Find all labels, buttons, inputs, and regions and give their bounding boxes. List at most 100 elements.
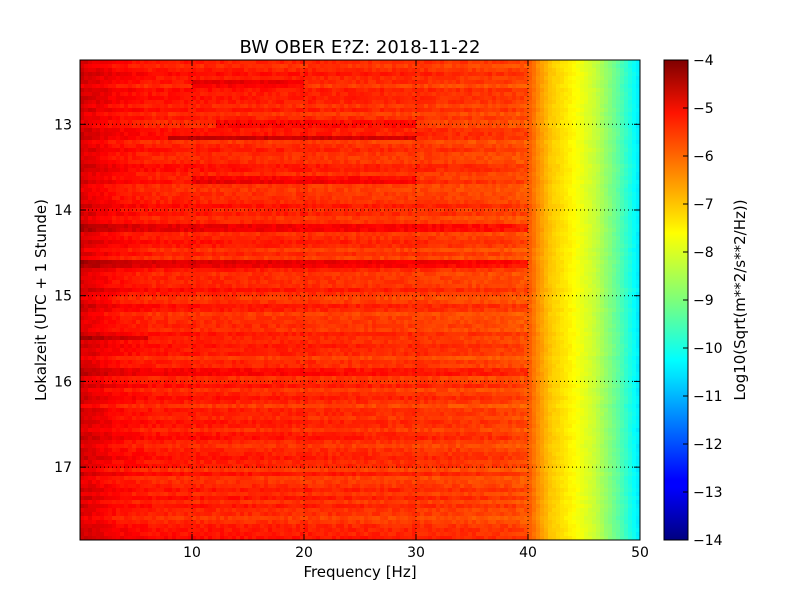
- heatmap-cell: [372, 136, 377, 141]
- heatmap-cell: [464, 104, 469, 109]
- heatmap-cell: [172, 184, 177, 189]
- heatmap-cell: [368, 184, 373, 189]
- heatmap-cell: [268, 120, 273, 125]
- heatmap-cell: [344, 116, 349, 121]
- heatmap-cell: [252, 144, 257, 149]
- heatmap-cell: [612, 184, 617, 189]
- heatmap-cell: [416, 128, 421, 133]
- heatmap-cell: [412, 72, 417, 77]
- heatmap-cell: [544, 104, 549, 109]
- heatmap-cell: [172, 144, 177, 149]
- heatmap-cell: [352, 160, 357, 165]
- heatmap-cell: [112, 136, 117, 141]
- heatmap-cell: [216, 68, 221, 73]
- heatmap-cell: [316, 108, 321, 113]
- heatmap-cell: [620, 96, 625, 101]
- heatmap-cell: [624, 188, 629, 193]
- heatmap-cell: [200, 176, 205, 181]
- heatmap-cell: [384, 184, 389, 189]
- heatmap-cell: [104, 120, 109, 125]
- heatmap-cell: [592, 176, 597, 181]
- heatmap-cell: [344, 72, 349, 77]
- heatmap-cell: [164, 64, 169, 69]
- heatmap-cell: [340, 64, 345, 69]
- heatmap-cell: [592, 68, 597, 73]
- heatmap-cell: [360, 72, 365, 77]
- heatmap-cell: [372, 64, 377, 69]
- heatmap-cell: [416, 92, 421, 97]
- heatmap-cell: [316, 196, 321, 201]
- heatmap-cell: [416, 192, 421, 197]
- heatmap-cell: [292, 132, 297, 137]
- heatmap-cell: [140, 192, 145, 197]
- heatmap-cell: [332, 192, 337, 197]
- heatmap-cell: [268, 108, 273, 113]
- heatmap-cell: [220, 96, 225, 101]
- heatmap-cell: [576, 60, 581, 65]
- heatmap-cell: [136, 104, 141, 109]
- heatmap-cell: [292, 200, 297, 205]
- heatmap-cell: [232, 116, 237, 121]
- heatmap-cell: [412, 176, 417, 181]
- heatmap-cell: [104, 148, 109, 153]
- heatmap-cell: [476, 64, 481, 69]
- heatmap-cell: [148, 148, 153, 153]
- heatmap-cell: [364, 60, 369, 65]
- heatmap-cell: [580, 124, 585, 129]
- heatmap-cell: [308, 148, 313, 153]
- heatmap-cell: [104, 196, 109, 201]
- heatmap-cell: [404, 128, 409, 133]
- heatmap-cell: [272, 100, 277, 105]
- heatmap-cell: [148, 132, 153, 137]
- heatmap-cell: [184, 144, 189, 149]
- heatmap-cell: [252, 96, 257, 101]
- heatmap-cell: [172, 112, 177, 117]
- heatmap-cell: [244, 160, 249, 165]
- heatmap-cell: [412, 120, 417, 125]
- heatmap-cell: [224, 116, 229, 121]
- heatmap-cell: [212, 84, 217, 89]
- heatmap-cell: [132, 152, 137, 157]
- heatmap-cell: [416, 96, 421, 101]
- heatmap-cell: [320, 80, 325, 85]
- heatmap-cell: [596, 76, 601, 81]
- heatmap-cell: [416, 156, 421, 161]
- heatmap-cell: [480, 164, 485, 169]
- heatmap-cell: [300, 100, 305, 105]
- heatmap-cell: [228, 140, 233, 145]
- heatmap-cell: [428, 188, 433, 193]
- heatmap-cell: [400, 88, 405, 93]
- heatmap-cell: [564, 116, 569, 121]
- heatmap-cell: [296, 60, 301, 65]
- heatmap-cell: [112, 168, 117, 173]
- heatmap-cell: [276, 120, 281, 125]
- heatmap-cell: [580, 176, 585, 181]
- heatmap-cell: [492, 120, 497, 125]
- heatmap-cell: [444, 188, 449, 193]
- heatmap-cell: [408, 156, 413, 161]
- heatmap-cell: [96, 180, 101, 185]
- heatmap-cell: [452, 60, 457, 65]
- heatmap-cell: [432, 120, 437, 125]
- heatmap-cell: [564, 160, 569, 165]
- heatmap-cell: [372, 104, 377, 109]
- heatmap-cell: [460, 176, 465, 181]
- heatmap-cell: [456, 176, 461, 181]
- heatmap-cell: [608, 100, 613, 105]
- heatmap-cell: [636, 188, 640, 193]
- heatmap-cell: [328, 60, 333, 65]
- heatmap-cell: [408, 196, 413, 201]
- heatmap-cell: [516, 176, 521, 181]
- heatmap-cell: [468, 164, 473, 169]
- heatmap-cell: [156, 172, 161, 177]
- heatmap-cell: [604, 152, 609, 157]
- heatmap-cell: [204, 128, 209, 133]
- heatmap-cell: [616, 152, 621, 157]
- heatmap-cell: [360, 180, 365, 185]
- heatmap-cell: [416, 88, 421, 93]
- heatmap-cell: [560, 84, 565, 89]
- heatmap-cell: [108, 76, 113, 81]
- heatmap-cell: [416, 100, 421, 105]
- heatmap-cell: [536, 152, 541, 157]
- heatmap-cell: [212, 76, 217, 81]
